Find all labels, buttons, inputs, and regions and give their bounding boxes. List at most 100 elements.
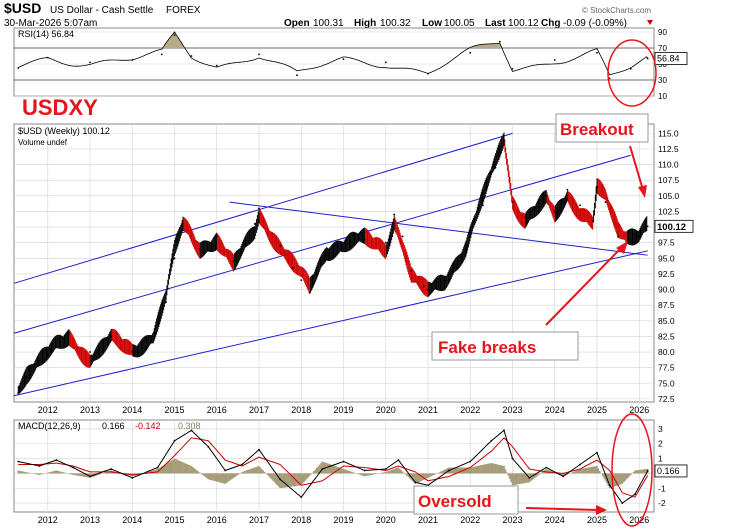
breakout-arrow [629, 145, 644, 191]
rsi-tick-label: 10 [658, 92, 667, 101]
price-tick-label: 105.0 [658, 191, 680, 201]
price-x-tick-label: 2013 [80, 405, 100, 415]
price-point [182, 229, 184, 232]
price-point [291, 266, 294, 269]
fake-breaks-annotation: Fake breaks [438, 338, 536, 357]
macd-point [38, 465, 41, 467]
macd-point [469, 460, 472, 463]
macd-point [321, 468, 324, 470]
macd-point [596, 451, 598, 454]
macd-x-tick-label: 2015 [165, 515, 185, 525]
rsi-tick-label: 70 [658, 44, 667, 53]
macd-point [562, 475, 565, 478]
macd-x-tick-label: 2023 [502, 515, 522, 525]
low-value: 100.05 [444, 18, 475, 29]
rsi-point [596, 51, 598, 54]
chg-value: -0.09 (-0.09%) [563, 18, 627, 29]
price-point [110, 335, 113, 338]
price-point [604, 201, 607, 203]
rsi-point [17, 67, 20, 69]
macd-y-axis: -2-101230.166 [654, 424, 688, 508]
price-x-tick-label: 2014 [122, 405, 142, 415]
price-point [232, 260, 235, 263]
macd-legend-prefix: MACD(12,26,9) [18, 421, 81, 431]
rsi-tick-label: 30 [658, 76, 667, 85]
macd-value: 0.166 [102, 421, 125, 431]
rsi-point [469, 51, 472, 54]
price-x-tick-label: 2015 [165, 405, 185, 415]
price-tick-label: 77.5 [658, 363, 675, 373]
fake-breaks-box [431, 331, 579, 361]
rsi-point [384, 61, 387, 64]
price-point [617, 235, 619, 238]
price-point [524, 216, 527, 219]
macd-point [342, 460, 345, 463]
macd-lines [17, 429, 649, 504]
rsi-legend: RSI(14) 56.84 [18, 29, 74, 39]
macd-x-tick-label: 2022 [460, 515, 480, 525]
price-tick-label: 95.0 [658, 253, 675, 263]
macd-point [511, 457, 514, 460]
macd-point [448, 469, 451, 472]
macd-x-tick-label: 2017 [249, 515, 269, 525]
macd-point [55, 459, 58, 461]
fake-breaks-arrowhead-icon [616, 241, 628, 254]
last-label: Last [485, 18, 506, 29]
macd-point [579, 463, 581, 466]
high-label: High [354, 18, 376, 29]
trendline-middle-channel [13, 154, 631, 334]
macd-point [646, 470, 649, 472]
price-point [566, 188, 569, 191]
macd-point [414, 481, 417, 484]
rsi-point [646, 57, 649, 60]
open-label: Open [284, 18, 310, 29]
macd-x-tick-label: 2026 [629, 515, 649, 525]
price-point [308, 291, 311, 294]
rsi-point [258, 53, 260, 56]
rsi-highlight-circle [607, 39, 657, 107]
oversold-arrowhead-icon [596, 505, 607, 515]
macd-x-tick-label: 2012 [38, 515, 58, 525]
price-tick-label: 75.0 [658, 378, 675, 388]
macd-highlight-circle [611, 413, 653, 527]
macd-tick-label: 3 [658, 424, 663, 434]
rsi-point [498, 40, 501, 43]
rsi-current-value-box [654, 52, 688, 65]
price-point [325, 254, 328, 257]
macd-hist-value: 0.308 [178, 421, 201, 431]
macd-point [224, 469, 227, 472]
fake-breaks-arrow [545, 246, 623, 326]
price-tick-label: 112.5 [658, 144, 679, 154]
macd-point [241, 463, 244, 466]
price-x-axis: 2012 2013 2014 2015 2016 2017 2018 2019 2020 2021… [38, 405, 649, 415]
price-x-tick-label: 2016 [207, 405, 227, 415]
date-label: 30-Mar-2026 5:07am [4, 18, 97, 29]
macd-point [634, 493, 636, 496]
price-x-tick-label: 2026 [629, 405, 649, 415]
price-point [410, 269, 412, 272]
rsi-point [89, 61, 91, 64]
price-tick-label: 107.5 [658, 175, 680, 185]
price-x-tick-label: 2023 [502, 405, 522, 415]
price-x-tick-label: 2020 [376, 405, 396, 415]
exchange: FOREX [166, 5, 201, 16]
rsi-point [608, 77, 611, 80]
rsi-point [46, 56, 49, 59]
price-x-tick-label: 2024 [545, 405, 565, 415]
breakout-arrowhead-icon [638, 185, 647, 198]
price-point [384, 241, 387, 244]
price-tick-label: 72.5 [658, 394, 675, 404]
trendline-upper-channel [13, 132, 513, 284]
price-point [393, 213, 396, 216]
price-point [482, 204, 484, 207]
macd-x-axis: 2012 2013 2014 2015 2016 2017 2018 2019 2020 2021… [38, 515, 649, 525]
price-point [89, 351, 91, 353]
price-point [25, 376, 28, 378]
macd-point [384, 468, 387, 470]
macd-tick-label: 2 [658, 439, 663, 449]
usdxy-annotation: USDXY [22, 95, 98, 120]
macd-point [279, 478, 282, 481]
price-current-value: 100.12 [657, 222, 686, 233]
rsi-point [173, 34, 176, 37]
